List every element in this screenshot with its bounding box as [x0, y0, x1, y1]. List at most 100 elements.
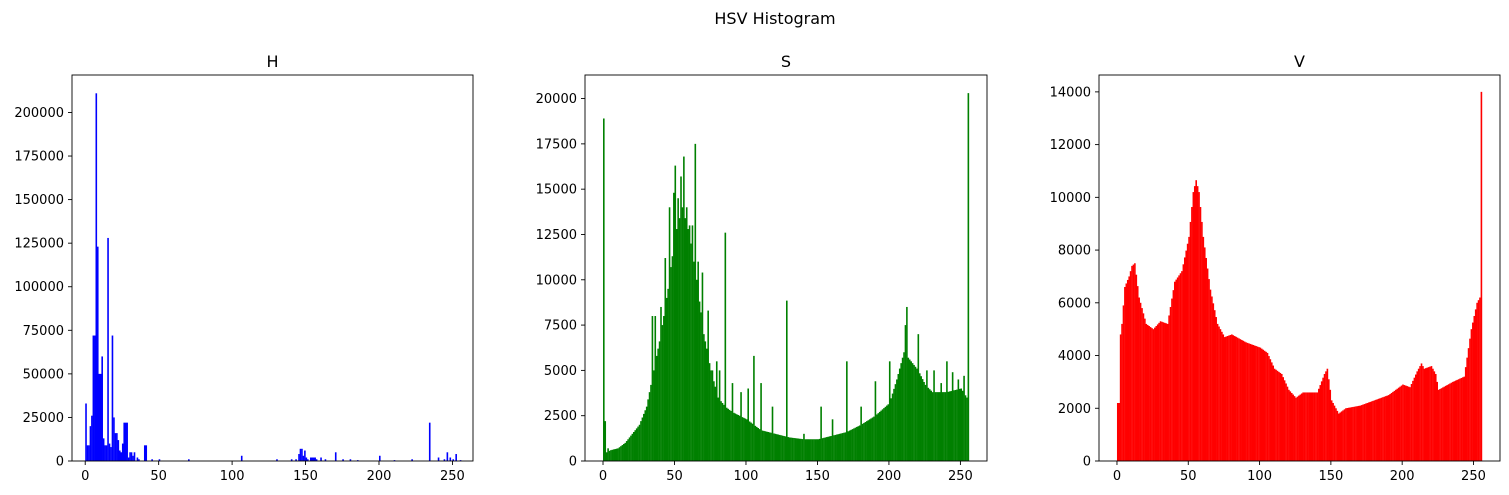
histogram-bar [770, 432, 772, 461]
histogram-bar [661, 325, 664, 461]
histogram-bar [1131, 265, 1133, 461]
histogram-bar [901, 357, 904, 461]
y-tick-label: 8000 [1058, 244, 1091, 259]
histogram-bar [783, 435, 785, 461]
histogram-bar [1350, 407, 1353, 461]
histogram-bar [721, 403, 724, 461]
histogram-bar [378, 455, 381, 461]
histogram-bar [1407, 386, 1410, 461]
histogram-bar [1367, 402, 1370, 461]
histogram-bar [1176, 277, 1179, 461]
histogram-bar [1196, 186, 1199, 461]
histogram-bar [1236, 337, 1239, 461]
axes-frame [584, 74, 988, 462]
histogram-bar [750, 422, 752, 461]
histogram-bar [143, 445, 146, 461]
histogram-bar [913, 364, 915, 461]
y-tick-label: 0 [569, 455, 577, 470]
x-tick-label: 100 [734, 469, 759, 484]
histogram-bar [760, 383, 762, 461]
histogram-bar [94, 335, 96, 461]
histogram-bar [681, 207, 684, 461]
histogram-bar [1405, 385, 1407, 461]
histogram-bar [1145, 323, 1148, 461]
axes-frame [71, 74, 474, 462]
histogram-bar [1357, 405, 1360, 461]
y-tick-label: 200000 [14, 106, 64, 121]
histogram-bar [668, 207, 671, 461]
histogram-bar [836, 434, 838, 461]
histogram-bar [640, 421, 642, 461]
histogram-bar [1376, 399, 1379, 461]
histogram-bar [1442, 387, 1444, 461]
histogram-bar [1229, 334, 1232, 461]
histogram-bar [1480, 91, 1483, 462]
histogram-bar [861, 423, 864, 461]
histogram-bar [129, 452, 131, 461]
histogram-bar [731, 383, 734, 461]
histogram-bar [1205, 257, 1207, 461]
histogram-bar [1463, 376, 1466, 461]
histogram-bar [780, 435, 782, 461]
histogram-bar [768, 432, 771, 461]
histogram-bar [240, 455, 243, 461]
histogram-bar [88, 445, 90, 461]
histogram-bar [1246, 342, 1249, 461]
histogram-bar [704, 341, 707, 461]
histogram-bar [684, 218, 687, 461]
histogram-bar [99, 373, 102, 461]
histogram-bar [1345, 408, 1347, 461]
histogram-bar [701, 272, 704, 461]
histogram-bar [1444, 385, 1447, 461]
histogram-bar [677, 198, 679, 462]
x-tick-label: 0 [81, 469, 89, 484]
histogram-bar [1383, 396, 1386, 461]
histogram-bar [881, 409, 884, 461]
histogram-bar [1182, 264, 1185, 461]
histogram-bar [788, 437, 791, 461]
histogram-bar [1476, 302, 1478, 461]
histogram-bar [1256, 346, 1259, 461]
histogram-bar [1377, 398, 1380, 461]
histogram-bar [1302, 392, 1304, 461]
histogram-bar [1136, 286, 1139, 461]
histogram-bar [1353, 406, 1356, 461]
histogram-bar [136, 457, 139, 461]
histogram-bar [145, 445, 148, 461]
histogram-bar [1168, 315, 1170, 461]
histogram-bar [811, 439, 814, 461]
histogram-bar [800, 438, 802, 461]
histogram-bar [891, 393, 894, 461]
histogram-bar [938, 392, 941, 461]
histogram-bar [840, 433, 842, 461]
histogram-bar [641, 417, 644, 461]
histogram-bar [1283, 380, 1286, 461]
y-tick-label: 20000 [536, 92, 577, 107]
histogram-bar [1231, 334, 1233, 461]
histogram-bar [958, 388, 961, 461]
histogram-bar [1273, 368, 1276, 461]
histogram-bar [685, 207, 688, 461]
histogram-bar [1251, 344, 1253, 461]
histogram-bar [132, 455, 134, 461]
histogram-bar [603, 118, 605, 462]
histogram-bar [900, 363, 902, 461]
histogram-bar [1211, 296, 1213, 461]
histogram-bar [966, 397, 968, 461]
histogram-bar [715, 361, 718, 461]
histogram-bar [1148, 326, 1150, 461]
histogram-bar [734, 413, 737, 461]
histogram-bar [1370, 401, 1373, 461]
histogram-bar [615, 448, 618, 461]
histogram-bar [1195, 180, 1197, 461]
histogram-bar [1330, 400, 1333, 461]
histogram-bar [778, 434, 781, 461]
x-tick-label: 50 [150, 469, 167, 484]
histogram-bar [1322, 377, 1324, 461]
histogram-bar [884, 406, 887, 461]
histogram-bar [126, 422, 128, 461]
histogram-bar [635, 428, 638, 461]
histogram-bar [647, 399, 649, 461]
histogram-bar [1261, 348, 1263, 461]
histogram-bar [655, 355, 658, 461]
